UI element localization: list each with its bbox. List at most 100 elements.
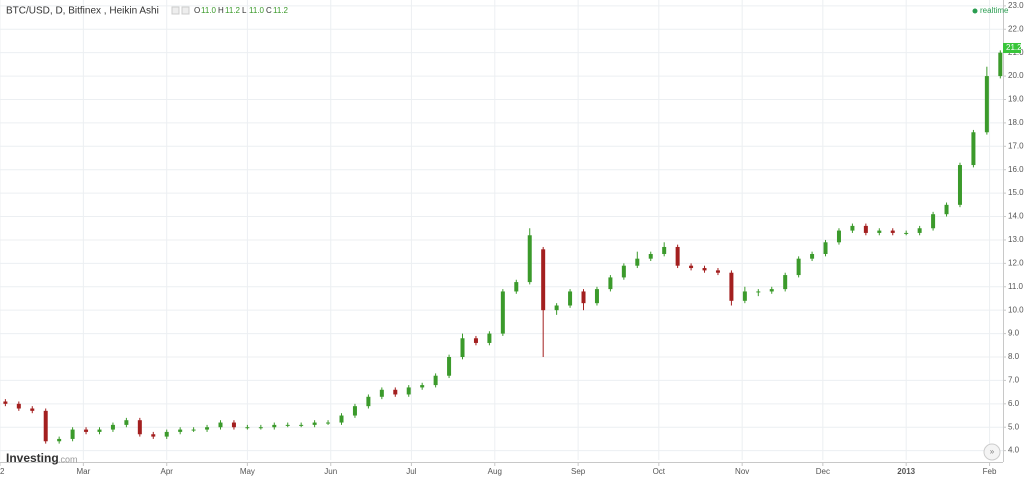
candle-body	[796, 258, 801, 276]
candle-body	[635, 258, 640, 266]
candle-body	[702, 268, 707, 271]
candle-body	[500, 291, 505, 334]
candle-body	[917, 228, 922, 233]
toggle-icon[interactable]	[181, 6, 190, 15]
candle-body	[110, 424, 115, 430]
ohlc-value: 11.0	[249, 6, 265, 15]
candle-body	[245, 427, 250, 429]
candle-body	[487, 333, 492, 343]
candle-body	[514, 282, 519, 292]
candle-body	[944, 204, 949, 215]
candle-body	[836, 230, 841, 243]
y-tick-label: 7.0	[1008, 376, 1020, 385]
x-tick-label: Oct	[653, 467, 666, 476]
x-tick-label: Dec	[816, 467, 830, 476]
x-tick-label: 2	[0, 467, 5, 476]
toggle-icon[interactable]	[171, 6, 180, 15]
candle-body	[850, 225, 855, 231]
candle-body	[205, 427, 210, 430]
y-tick-label: 8.0	[1008, 352, 1020, 361]
ohlc-letter: C	[266, 6, 272, 15]
candle-body	[756, 291, 761, 293]
y-tick-label: 22.0	[1008, 24, 1024, 33]
x-tick-label: Sep	[571, 467, 586, 476]
candles	[3, 50, 1003, 444]
y-tick-label: 17.0	[1008, 141, 1024, 150]
candle-body	[3, 401, 8, 404]
candle-body	[541, 249, 546, 311]
candle-body	[30, 408, 35, 411]
y-tick-label: 18.0	[1008, 118, 1024, 127]
candle-body	[554, 305, 559, 311]
grid	[0, 0, 1003, 460]
candle-body	[84, 429, 89, 432]
candle-body	[272, 424, 277, 428]
candle-body	[998, 52, 1003, 77]
ohlc-letter: H	[218, 6, 224, 15]
candle-body	[931, 214, 936, 229]
candle-body	[823, 242, 828, 254]
candle-body	[662, 246, 667, 254]
candle-body	[339, 415, 344, 423]
candle-body	[527, 235, 532, 283]
candle-body	[729, 272, 734, 301]
candle-body	[326, 422, 331, 424]
scroll-button[interactable]	[983, 443, 1001, 461]
candle-body	[621, 265, 626, 278]
ohlc-letter: O	[194, 6, 200, 15]
status: realtime	[980, 6, 1009, 15]
candle-body	[810, 253, 815, 259]
x-tick-label: Aug	[488, 467, 502, 476]
candle-body	[769, 289, 774, 292]
candle-body	[675, 246, 680, 266]
y-tick-label: 9.0	[1008, 329, 1020, 338]
candle-body	[97, 429, 102, 432]
candle-body	[57, 438, 62, 442]
candle-body	[218, 422, 223, 428]
candle-body	[433, 375, 438, 386]
x-tick-label: Feb	[983, 467, 997, 476]
ohlc-letter: L	[242, 6, 247, 15]
x-tick-label: Mar	[76, 467, 90, 476]
y-tick-label: 16.0	[1008, 165, 1024, 174]
candle-body	[420, 385, 425, 388]
candle-body	[984, 76, 989, 133]
y-tick-label: 11.0	[1008, 282, 1024, 291]
x-tick-label: 2013	[897, 467, 915, 476]
candle-body	[312, 422, 317, 425]
candle-body	[608, 277, 613, 290]
x-tick-label: Jun	[324, 467, 337, 476]
candle-body	[971, 132, 976, 166]
y-tick-label: 19.0	[1008, 95, 1024, 104]
candle-body	[164, 431, 169, 437]
y-tick-label: 6.0	[1008, 399, 1020, 408]
status-dot	[972, 8, 978, 14]
ohlc-value: 11.2	[225, 6, 241, 15]
candle-body	[231, 422, 236, 428]
last-price-tag	[1003, 42, 1021, 53]
ohlc-value: 11.0	[201, 6, 217, 15]
scroll-icon[interactable]: »	[990, 447, 995, 456]
y-tick-label: 12.0	[1008, 258, 1024, 267]
candle-body	[473, 338, 478, 343]
last-price-label: 21.2	[1006, 43, 1022, 52]
chart-title: BTC/USD, D, Bitfinex , Heikin Ashi	[6, 6, 159, 17]
candle-body	[137, 420, 142, 435]
candle-body	[178, 429, 183, 432]
candle-body	[151, 434, 156, 437]
candle-body	[742, 291, 747, 301]
candle-body	[689, 265, 694, 269]
y-tick-label: 20.0	[1008, 71, 1024, 80]
candle-body	[863, 225, 868, 233]
candle-body	[904, 232, 909, 234]
candle-body	[783, 275, 788, 290]
candle-body	[957, 165, 962, 205]
brand-suffix: .com	[58, 454, 78, 464]
y-tick-label: 13.0	[1008, 235, 1024, 244]
x-tick-label: Apr	[160, 467, 173, 476]
x-tick-label: Jul	[406, 467, 416, 476]
x-tick-label: May	[240, 467, 255, 476]
y-tick-label: 14.0	[1008, 212, 1024, 221]
